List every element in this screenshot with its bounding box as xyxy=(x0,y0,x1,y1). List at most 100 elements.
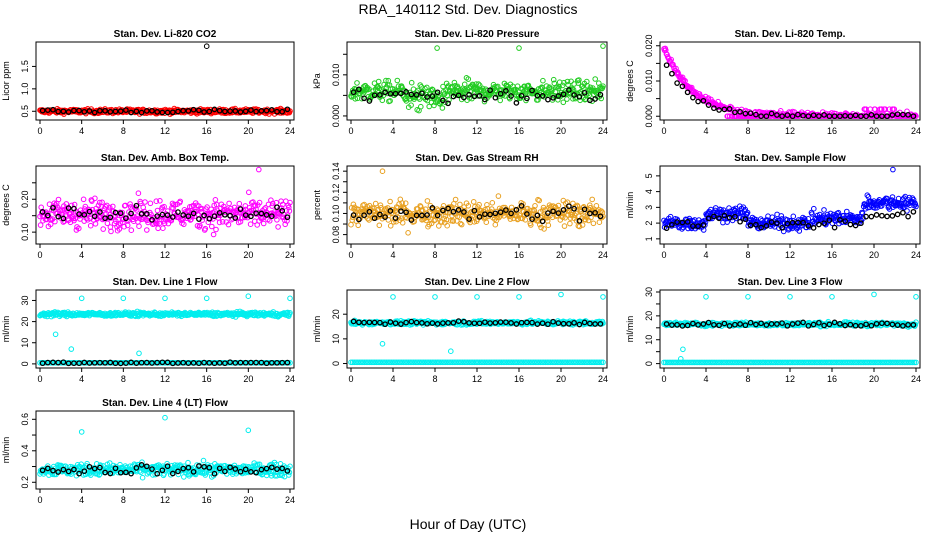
black-point xyxy=(102,107,108,114)
data-point xyxy=(489,200,496,206)
black-point xyxy=(429,205,436,211)
black-point xyxy=(545,96,551,103)
data-point xyxy=(483,219,490,225)
black-point xyxy=(201,212,207,219)
black-point xyxy=(873,212,880,218)
data-point xyxy=(405,230,411,236)
black-point xyxy=(81,211,88,218)
black-point xyxy=(894,211,901,218)
black-point xyxy=(138,211,145,217)
x-tick-label: 16 xyxy=(202,374,212,384)
x-tick-label: 8 xyxy=(432,250,437,260)
data-point xyxy=(458,221,465,228)
data-point xyxy=(161,220,168,226)
outlier-point xyxy=(120,295,127,302)
x-tick-label: 16 xyxy=(827,250,837,260)
black-point xyxy=(117,108,124,115)
plot-frame xyxy=(659,289,921,369)
data-point xyxy=(213,226,219,233)
data-point xyxy=(376,222,383,229)
data-point xyxy=(377,202,384,208)
black-point xyxy=(784,112,791,118)
x-tick-label: 12 xyxy=(160,374,170,384)
data-point xyxy=(587,84,594,91)
black-point xyxy=(206,108,213,115)
black-point xyxy=(102,215,108,222)
data-point xyxy=(488,206,495,212)
black-point xyxy=(274,108,280,115)
x-tick-label: 4 xyxy=(79,374,84,384)
x-tick-label: 12 xyxy=(160,495,170,505)
data-point xyxy=(286,204,292,211)
outlier-point xyxy=(558,291,564,298)
x-tick-label: 24 xyxy=(285,495,295,505)
data-point xyxy=(142,199,148,205)
black-point xyxy=(711,105,717,112)
data-point xyxy=(92,221,99,227)
outlier-point xyxy=(379,168,386,174)
outlier-point xyxy=(434,45,440,51)
y-tick-label: 0.000 xyxy=(331,105,341,128)
black-point xyxy=(44,212,51,219)
data-point xyxy=(541,226,547,232)
data-point xyxy=(564,96,570,102)
black-point xyxy=(258,108,265,114)
outlier-point xyxy=(913,294,919,300)
x-tick-label: 8 xyxy=(121,374,126,384)
chart-title: Stan. Dev. Line 1 Flow xyxy=(113,277,218,288)
data-point xyxy=(153,198,160,204)
black-point xyxy=(232,215,239,221)
outlier-point xyxy=(432,294,438,300)
black-point xyxy=(97,107,103,114)
chart-title: Stan. Dev. Sample Flow xyxy=(734,153,846,164)
x-tick-label: 8 xyxy=(745,126,750,136)
data-point xyxy=(532,203,538,209)
data-point xyxy=(395,204,401,211)
data-point xyxy=(432,217,439,223)
data-point xyxy=(80,196,87,203)
outlier-point xyxy=(287,295,293,302)
x-tick-label: 8 xyxy=(745,250,750,260)
y-tick-label: 0.5 xyxy=(20,105,30,118)
x-tick-label: 20 xyxy=(869,250,879,260)
black-point xyxy=(50,204,56,211)
data-point xyxy=(564,78,571,85)
black-point xyxy=(539,218,546,225)
data-point xyxy=(52,218,58,225)
black-point xyxy=(258,210,265,217)
data-point xyxy=(204,204,210,210)
black-point xyxy=(534,92,541,99)
black-point xyxy=(185,213,192,220)
outlier-point xyxy=(787,294,793,300)
data-point xyxy=(439,105,446,111)
x-tick-label: 24 xyxy=(911,374,921,384)
black-point xyxy=(284,106,291,113)
black-point xyxy=(873,113,880,120)
black-point xyxy=(508,93,514,99)
x-tick-label: 16 xyxy=(202,126,212,136)
data-point xyxy=(45,210,51,217)
black-point xyxy=(242,212,249,218)
black-point xyxy=(508,210,514,217)
black-point xyxy=(164,212,171,218)
black-point xyxy=(253,108,259,115)
data-point xyxy=(387,98,393,104)
data-point xyxy=(538,224,544,231)
black-point xyxy=(413,212,420,219)
x-tick-label: 16 xyxy=(827,126,837,136)
y-tick-label: 20 xyxy=(20,317,30,327)
black-point xyxy=(900,209,906,216)
data-point xyxy=(565,82,571,88)
black-point xyxy=(471,207,478,214)
black-point xyxy=(76,211,82,217)
data-point xyxy=(280,201,286,208)
black-point xyxy=(905,213,911,220)
y-axis-label: ml/min xyxy=(1,316,11,343)
black-point xyxy=(879,212,885,219)
x-tick-label: 24 xyxy=(598,126,608,136)
black-point xyxy=(581,206,588,213)
data-point xyxy=(540,77,546,84)
black-point xyxy=(847,221,854,228)
black-point xyxy=(571,205,577,212)
black-point xyxy=(350,89,357,96)
